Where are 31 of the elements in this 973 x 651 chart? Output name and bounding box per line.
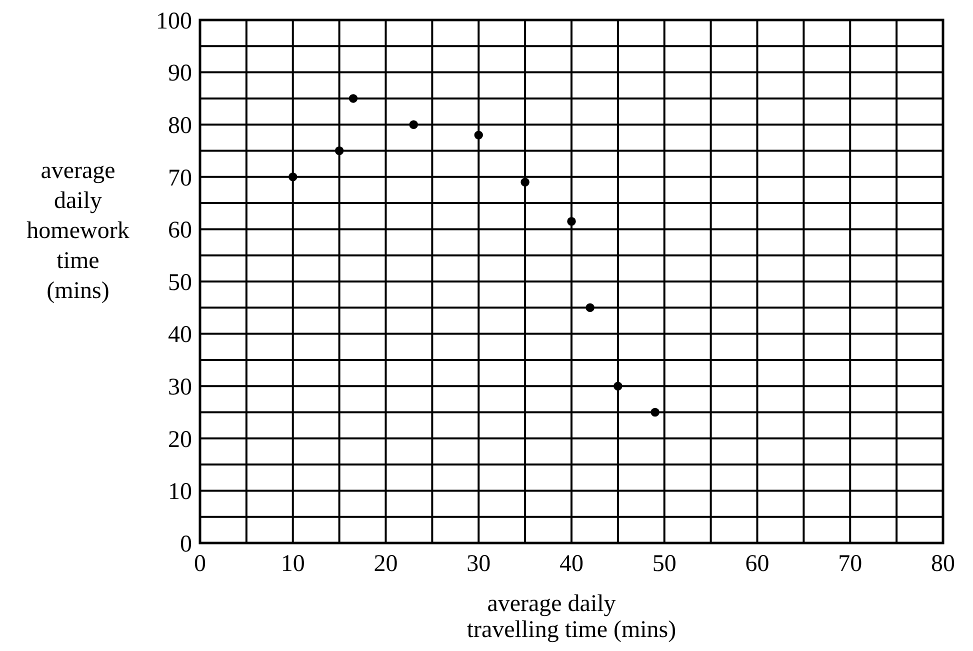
y-tick-label: 0 [180,531,192,558]
point [567,216,576,226]
x-tick-label: 50 [652,551,676,577]
y-tick-label: 20 [168,426,192,453]
point [650,408,660,417]
point [520,178,530,186]
point [348,94,358,103]
x-tick-label: 80 [931,551,955,577]
y-tick-label: 50 [168,270,192,296]
y-tick-label: 70 [168,165,192,192]
x-tick-label: 10 [280,551,305,577]
y-tick-label: 60 [168,218,192,244]
x-tick-label: 70 [838,551,862,577]
y-tick-label: 100 [156,8,192,34]
y-tick-label: 90 [168,60,192,87]
y-tick-label: 10 [168,479,192,506]
point [614,382,622,390]
point [409,120,418,129]
x-tick-label: 30 [466,551,491,577]
x-axis-title: average daily travelling time (mins) [466,591,676,643]
point [288,172,298,182]
y-tick-label: 40 [168,322,192,348]
point [334,146,344,156]
x-tick-label: 20 [374,551,398,577]
x-tick-label: 60 [745,551,770,577]
x-tick-label: 40 [560,551,584,577]
point [586,303,594,312]
y-tick-label: 30 [168,374,192,400]
y-tick-label: 80 [168,113,192,139]
point [474,130,483,140]
y-axis-title: average daily homework time (mins) [26,158,130,304]
